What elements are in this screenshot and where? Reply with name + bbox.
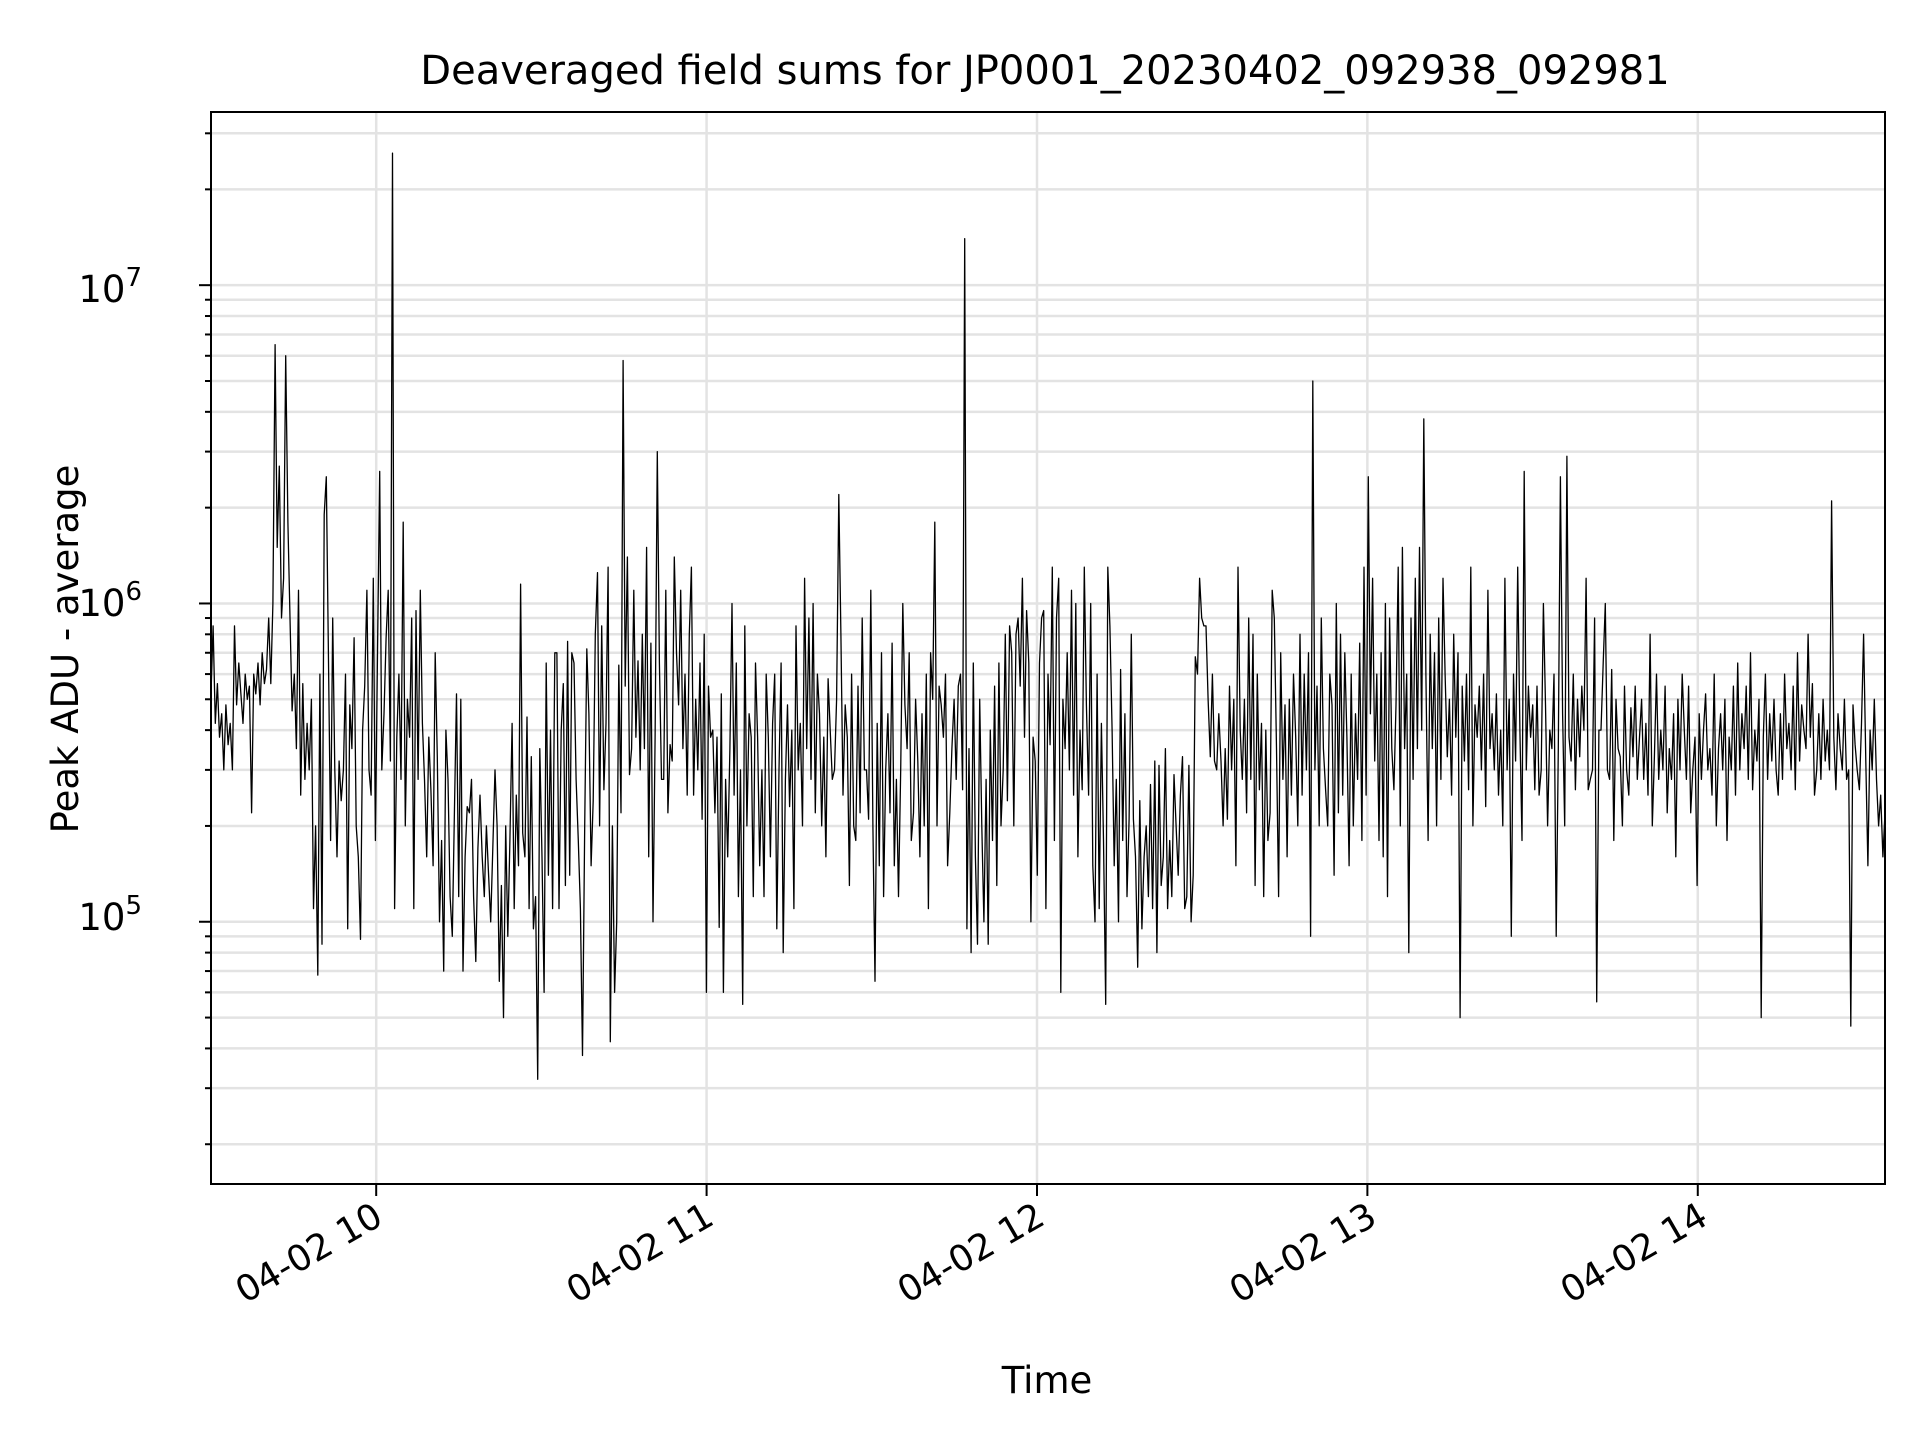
- x-axis-label: Time: [1001, 1359, 1093, 1402]
- series-line: [210, 152, 1886, 1080]
- y-tick-base: 10: [78, 268, 125, 311]
- axis-ticks: [199, 132, 1699, 1196]
- y-tick-exponent: 6: [125, 577, 142, 607]
- y-tick-label: 105: [78, 891, 142, 939]
- y-tick-label-group: 105 106 107: [78, 263, 142, 939]
- chart-title: Deaveraged field sums for JP0001_2023040…: [420, 48, 1669, 94]
- y-axis-label: Peak ADU - average: [44, 465, 87, 834]
- y-tick-base: 10: [78, 582, 125, 625]
- y-tick-label: 107: [78, 263, 142, 311]
- y-tick-exponent: 5: [125, 891, 142, 921]
- y-tick-label: 106: [78, 577, 142, 625]
- grid: [211, 112, 1885, 1184]
- plot-frame: [210, 111, 1886, 1185]
- y-tick-base: 10: [78, 896, 125, 939]
- y-tick-exponent: 7: [125, 263, 142, 293]
- series-layer: [210, 152, 1886, 1080]
